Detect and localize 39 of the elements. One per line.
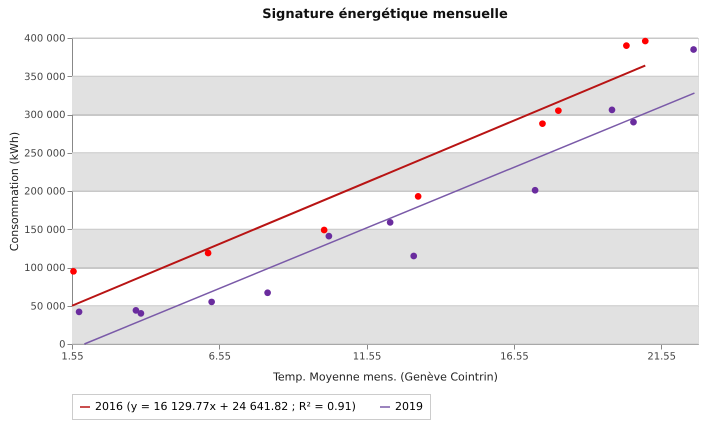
y-tick-label: 300 000 [24, 110, 66, 121]
point [132, 306, 140, 314]
x-tick-label: 16.55 [500, 352, 529, 362]
x-tick-label: 11.55 [352, 352, 382, 362]
x-tick-label: 6.55 [208, 352, 231, 362]
point [70, 268, 77, 275]
point [642, 38, 649, 44]
x-tick-label: 1.55 [61, 352, 84, 362]
point [539, 120, 546, 128]
y-tick-label: 400 000 [24, 34, 66, 44]
point [690, 46, 697, 53]
chart-title: Signature énergétique mensuelle [262, 7, 508, 22]
legend-label: 2016 (y = 16 129.77x + 24 641.82 ; R² = 0.91) [95, 400, 356, 413]
point [555, 107, 562, 114]
x-axis-title: Temp. Moyenne mens. (Genève Cointrin) [272, 370, 498, 384]
y-tick-label: 150 000 [24, 224, 66, 236]
point [326, 232, 332, 240]
point [320, 226, 328, 234]
point [608, 106, 616, 114]
point [414, 193, 422, 200]
point [264, 289, 271, 296]
point [208, 298, 215, 306]
y-axis-title: Consommation (kWh) [8, 132, 22, 252]
y-tick-label: 200 000 [24, 186, 66, 198]
point [76, 308, 82, 316]
x-tick-label: 21.55 [647, 352, 676, 362]
y-tick-label: 0 [59, 340, 66, 350]
point [386, 219, 394, 226]
point [623, 42, 630, 49]
y-tick-label: 50 000 [30, 301, 66, 312]
point [138, 310, 144, 317]
point [630, 118, 637, 126]
point [532, 186, 538, 194]
legend-label: 2019 [395, 400, 423, 413]
y-tick-label: 350 000 [24, 72, 66, 83]
y-tick-label: 100 000 [24, 263, 66, 274]
y-tick-label: 250 000 [24, 148, 66, 160]
point [204, 250, 212, 256]
point [410, 252, 418, 260]
